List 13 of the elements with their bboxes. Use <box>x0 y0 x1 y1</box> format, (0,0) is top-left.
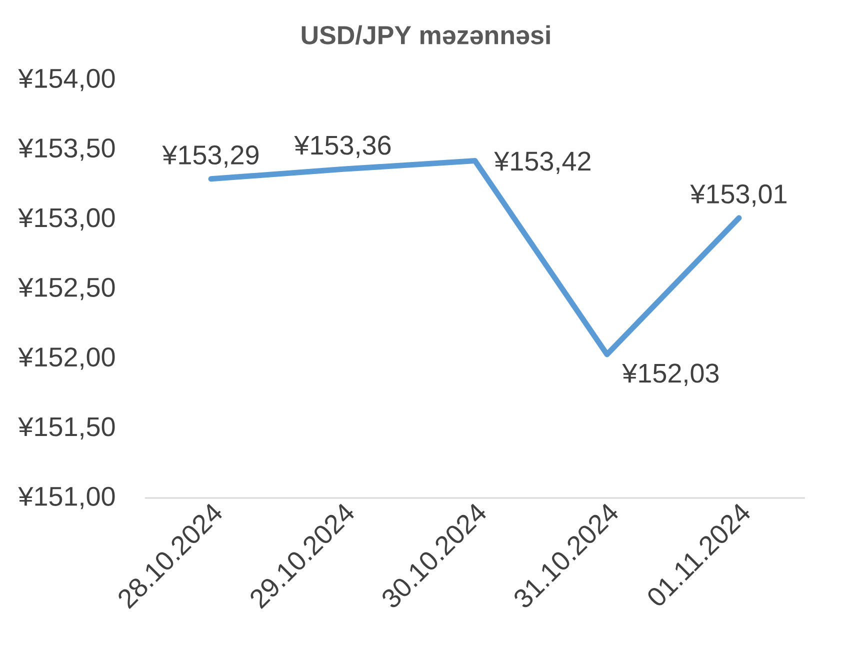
y-tick-label: ¥153,00 <box>18 208 115 230</box>
y-tick-label: ¥151,50 <box>18 417 115 440</box>
data-label: ¥153,29 <box>162 145 259 168</box>
y-tick-label: ¥151,00 <box>18 486 115 510</box>
data-label: ¥153,36 <box>294 136 391 158</box>
y-tick-label: ¥152,50 <box>18 278 115 300</box>
y-tick-label: ¥152,00 <box>18 347 115 370</box>
y-tick-label: ¥154,00 <box>18 68 115 92</box>
data-label: ¥152,03 <box>622 364 719 386</box>
data-label: ¥153,01 <box>690 184 786 207</box>
y-tick-label: ¥153,50 <box>18 138 115 161</box>
data-label: ¥153,42 <box>494 152 590 174</box>
chart-title: USD/JPY məzənnəsi <box>302 25 550 45</box>
